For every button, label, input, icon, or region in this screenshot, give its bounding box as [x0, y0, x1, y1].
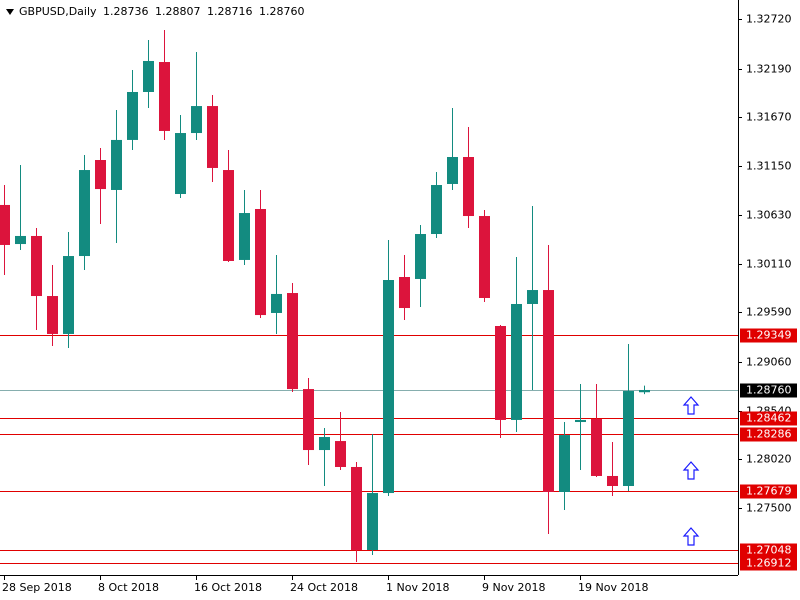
candle-body — [47, 296, 58, 334]
chart-title: GBPUSD,Daily — [19, 5, 97, 18]
y-tick-label: 1.27500 — [746, 502, 792, 515]
candle-body — [431, 185, 442, 235]
candle-body — [175, 133, 186, 195]
x-tick-label: 8 Oct 2018 — [98, 581, 159, 594]
level-label-box — [740, 328, 797, 343]
level-label-box — [740, 484, 797, 499]
candle-body — [399, 277, 410, 309]
candle-body — [319, 437, 330, 451]
quote-high: 1.28807 — [155, 5, 201, 18]
candle-body — [639, 389, 650, 393]
candle-body — [95, 160, 106, 190]
level-label-box — [740, 427, 797, 442]
level-label: 1.29349 — [746, 329, 792, 342]
menu-triangle[interactable] — [6, 9, 14, 15]
x-tick-label: 19 Nov 2018 — [578, 581, 648, 594]
candle-body — [591, 419, 602, 476]
candle-body — [223, 170, 234, 261]
y-tick-label: 1.32190 — [746, 63, 792, 76]
candle-body — [479, 216, 490, 298]
candle-body — [111, 139, 122, 190]
y-tick-label: 1.31670 — [746, 111, 792, 124]
y-tick-label: 1.30110 — [746, 258, 792, 271]
candle-body — [607, 475, 618, 487]
quote-close: 1.28760 — [259, 5, 305, 18]
x-tick-label: 24 Oct 2018 — [290, 581, 358, 594]
candle-body — [575, 419, 586, 423]
candle-body — [383, 280, 394, 494]
candle-body — [0, 204, 10, 245]
up-arrow — [682, 527, 700, 546]
candle-body — [31, 235, 42, 297]
level-label: 1.26912 — [746, 557, 792, 570]
x-tick-label: 1 Nov 2018 — [386, 581, 449, 594]
candle-body — [143, 60, 154, 92]
candle-body — [255, 208, 266, 316]
current-price-label: 1.28760 — [746, 384, 792, 397]
candle-body — [527, 290, 538, 304]
candle-body — [191, 106, 202, 134]
level-label-box — [740, 556, 797, 571]
y-tick-label: 1.28020 — [746, 453, 792, 466]
candle-body — [559, 435, 570, 493]
level-label: 1.27679 — [746, 485, 792, 498]
candle-body — [271, 293, 282, 313]
level-label-box — [740, 411, 797, 426]
candle-body — [351, 466, 362, 550]
candle-body — [127, 91, 138, 140]
candle-body — [463, 157, 474, 217]
candle-body — [287, 293, 298, 390]
y-tick-label: 1.31150 — [746, 160, 792, 173]
level-label: 1.28462 — [746, 412, 792, 425]
level-label: 1.28286 — [746, 428, 792, 441]
candle-body — [303, 389, 314, 451]
level-label-box — [740, 543, 797, 558]
candle-body — [63, 256, 74, 334]
quote-low: 1.28716 — [207, 5, 253, 18]
candle-body — [335, 441, 346, 467]
candle-body — [623, 391, 634, 487]
signal-arrows — [682, 396, 700, 546]
up-arrow — [682, 461, 700, 480]
candle-body — [79, 170, 90, 257]
y-tick-label: 1.30630 — [746, 209, 792, 222]
current-price-box — [740, 383, 797, 398]
candle-body — [511, 303, 522, 420]
up-arrow — [682, 396, 700, 415]
candle-body — [447, 157, 458, 184]
candle-body — [415, 234, 426, 279]
candle-body — [159, 62, 170, 131]
y-tick-label: 1.29060 — [746, 356, 792, 369]
candle-body — [495, 326, 506, 420]
level-label: 1.27048 — [746, 544, 792, 557]
candle-body — [367, 493, 378, 550]
x-tick-label: 28 Sep 2018 — [2, 581, 72, 594]
candle-body — [543, 290, 554, 493]
candle-body — [239, 213, 250, 260]
quote-open: 1.28736 — [103, 5, 149, 18]
x-tick-label: 16 Oct 2018 — [194, 581, 262, 594]
y-tick-label: 1.32720 — [746, 13, 792, 26]
x-tick-label: 9 Nov 2018 — [482, 581, 545, 594]
y-tick-label: 1.29590 — [746, 306, 792, 319]
candle-body — [207, 106, 218, 168]
candle-body — [15, 235, 26, 245]
